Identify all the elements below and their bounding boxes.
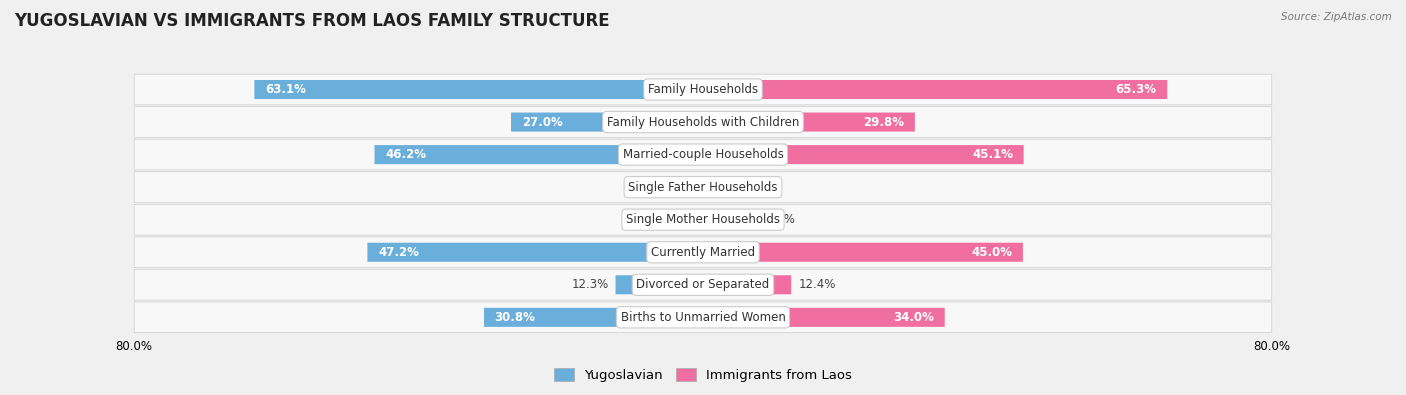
Text: 63.1%: 63.1% [264, 83, 307, 96]
Text: 29.8%: 29.8% [863, 116, 904, 128]
FancyBboxPatch shape [703, 210, 758, 229]
FancyBboxPatch shape [484, 308, 703, 327]
FancyBboxPatch shape [134, 204, 1272, 235]
Text: 7.7%: 7.7% [765, 213, 794, 226]
FancyBboxPatch shape [134, 237, 1272, 267]
Text: Single Father Households: Single Father Households [628, 181, 778, 194]
Text: YUGOSLAVIAN VS IMMIGRANTS FROM LAOS FAMILY STRUCTURE: YUGOSLAVIAN VS IMMIGRANTS FROM LAOS FAMI… [14, 12, 610, 30]
FancyBboxPatch shape [703, 145, 1024, 164]
Legend: Yugoslavian, Immigrants from Laos: Yugoslavian, Immigrants from Laos [548, 363, 858, 387]
FancyBboxPatch shape [703, 275, 792, 294]
Text: 46.2%: 46.2% [385, 148, 426, 161]
Text: Family Households with Children: Family Households with Children [607, 116, 799, 128]
FancyBboxPatch shape [134, 139, 1272, 170]
Text: Currently Married: Currently Married [651, 246, 755, 259]
Text: 47.2%: 47.2% [378, 246, 419, 259]
Text: 45.0%: 45.0% [972, 246, 1012, 259]
Text: Single Mother Households: Single Mother Households [626, 213, 780, 226]
FancyBboxPatch shape [254, 80, 703, 99]
FancyBboxPatch shape [686, 178, 703, 197]
FancyBboxPatch shape [616, 275, 703, 294]
Text: Married-couple Households: Married-couple Households [623, 148, 783, 161]
FancyBboxPatch shape [703, 178, 724, 197]
FancyBboxPatch shape [703, 243, 1024, 262]
FancyBboxPatch shape [703, 308, 945, 327]
Text: 30.8%: 30.8% [495, 311, 536, 324]
FancyBboxPatch shape [659, 210, 703, 229]
FancyBboxPatch shape [134, 107, 1272, 137]
Text: Family Households: Family Households [648, 83, 758, 96]
FancyBboxPatch shape [367, 243, 703, 262]
Text: 6.1%: 6.1% [623, 213, 652, 226]
FancyBboxPatch shape [703, 80, 1167, 99]
Text: 27.0%: 27.0% [522, 116, 562, 128]
FancyBboxPatch shape [510, 113, 703, 132]
Text: 45.1%: 45.1% [972, 148, 1012, 161]
Text: 2.3%: 2.3% [650, 181, 679, 194]
Text: 34.0%: 34.0% [893, 311, 934, 324]
Text: Source: ZipAtlas.com: Source: ZipAtlas.com [1281, 12, 1392, 22]
FancyBboxPatch shape [134, 74, 1272, 105]
Text: Divorced or Separated: Divorced or Separated [637, 278, 769, 291]
FancyBboxPatch shape [134, 302, 1272, 333]
FancyBboxPatch shape [374, 145, 703, 164]
Text: 12.4%: 12.4% [799, 278, 835, 291]
FancyBboxPatch shape [134, 172, 1272, 203]
Text: 2.9%: 2.9% [731, 181, 761, 194]
FancyBboxPatch shape [703, 113, 915, 132]
Text: 65.3%: 65.3% [1115, 83, 1157, 96]
Text: Births to Unmarried Women: Births to Unmarried Women [620, 311, 786, 324]
FancyBboxPatch shape [134, 269, 1272, 300]
Text: 12.3%: 12.3% [571, 278, 609, 291]
